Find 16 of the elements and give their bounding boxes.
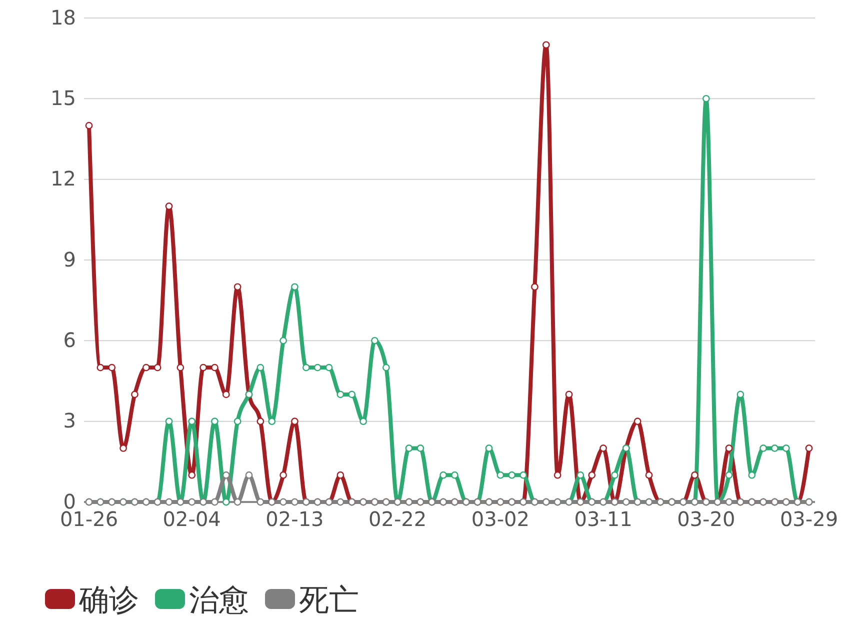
y-tick-label: 3 bbox=[63, 408, 76, 433]
legend-label: 治愈 bbox=[189, 583, 249, 618]
y-tick-label: 6 bbox=[63, 328, 76, 352]
x-tick-label: 02-04 bbox=[162, 507, 221, 532]
x-tick-label: 03-20 bbox=[677, 507, 736, 532]
x-tick-label: 02-22 bbox=[368, 507, 427, 532]
x-tick-label: 02-13 bbox=[266, 507, 324, 532]
legend-label: 确诊 bbox=[78, 583, 139, 618]
y-tick-label: 12 bbox=[50, 166, 76, 191]
x-tick-label: 03-02 bbox=[471, 507, 530, 532]
x-tick-label: 03-11 bbox=[574, 507, 632, 532]
y-tick-label: 9 bbox=[63, 247, 76, 272]
x-tick-label: 03-29 bbox=[780, 507, 838, 532]
y-tick-label: 15 bbox=[50, 86, 76, 110]
legend-label: 死亡 bbox=[299, 583, 359, 618]
y-tick-label: 18 bbox=[50, 5, 76, 30]
